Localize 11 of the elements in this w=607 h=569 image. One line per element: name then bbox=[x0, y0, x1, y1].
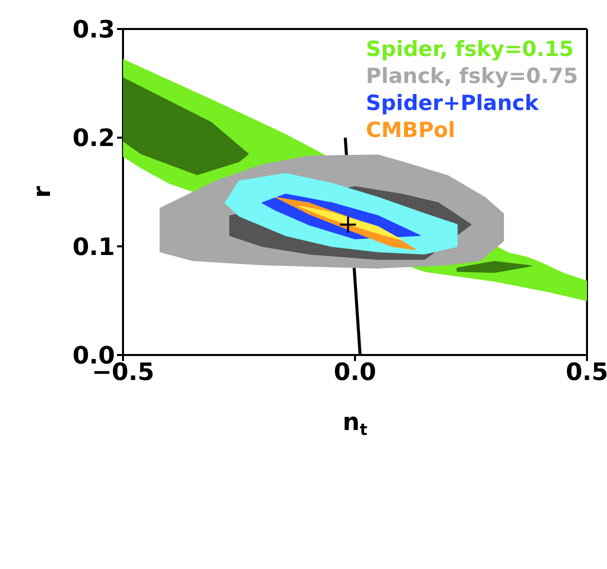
x-tick-label: 0.0 bbox=[334, 358, 376, 386]
x-axis-title: n$_{t}$ bbox=[342, 408, 368, 439]
text: Spider, fsky=0.15 bbox=[366, 36, 575, 63]
text: Spider+Planck bbox=[366, 90, 540, 117]
y-axis-title: r bbox=[28, 186, 56, 198]
x-tick-label: 0.5 bbox=[566, 358, 607, 386]
y-tick-label: 0.1 bbox=[72, 232, 115, 261]
text: CMBPol bbox=[366, 117, 456, 144]
y-tick-label: 0.3 bbox=[72, 16, 115, 44]
y-tick-label: 0.2 bbox=[72, 124, 115, 152]
text: Planck, fsky=0.75 bbox=[366, 63, 578, 90]
